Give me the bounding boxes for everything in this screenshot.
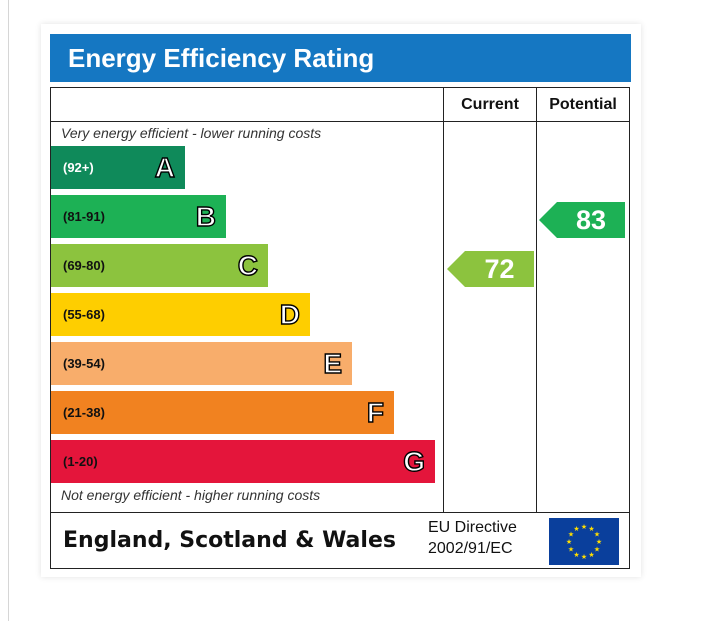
flag-star: ★ [573, 551, 579, 559]
chart-title: Energy Efficiency Rating [50, 34, 631, 82]
current-column-header: Current [461, 96, 519, 113]
band-d: (55-68) D [51, 293, 310, 336]
band-range-b: (81-91) [63, 209, 105, 224]
flag-star: ★ [581, 553, 587, 561]
potential-rating-value: 83 [575, 204, 607, 235]
eu-flag-icon: ★ ★ ★ ★ ★ ★ ★ ★ ★ ★ ★ ★ [549, 518, 619, 565]
band-range-e: (39-54) [63, 356, 105, 371]
flag-star: ★ [594, 531, 600, 539]
bottom-note: Not energy efficient - higher running co… [61, 487, 321, 503]
band-c: (69-80) C [51, 244, 268, 287]
band-letter-f: F [366, 396, 385, 428]
footer-divider [50, 512, 630, 513]
band-g: (1-20) G [51, 440, 435, 483]
header-row-divider [50, 121, 630, 122]
current-rating-value: 72 [484, 253, 515, 284]
band-letter-d: D [279, 298, 301, 330]
potential-column-divider [536, 87, 537, 513]
current-column-divider [443, 87, 444, 513]
band-range-d: (55-68) [63, 307, 105, 322]
band-range-a: (92+) [63, 160, 94, 175]
band-range-c: (69-80) [63, 258, 105, 273]
band-letter-e: E [323, 347, 343, 379]
current-arrow-shape [447, 250, 534, 287]
flag-star: ★ [566, 538, 572, 546]
region-label: England, Scotland & Wales [63, 528, 396, 553]
flag-star: ★ [581, 523, 587, 531]
directive-line-1: EU Directive [428, 519, 517, 536]
flag-star: ★ [588, 551, 594, 559]
directive-line-2: 2002/91/EC [428, 540, 513, 557]
band-range-g: (1-20) [63, 454, 98, 469]
current-rating-arrow: 72 [447, 250, 534, 287]
band-b: (81-91) B [51, 195, 226, 238]
band-letter-b: B [195, 200, 217, 232]
flag-star: ★ [596, 538, 602, 546]
eu-directive: EU Directive 2002/91/EC [428, 517, 544, 559]
band-letter-c: C [237, 249, 259, 281]
band-a: (92+) A [51, 146, 185, 189]
band-range-f: (21-38) [63, 405, 105, 420]
flag-star: ★ [573, 525, 579, 533]
band-letter-a: A [154, 151, 176, 183]
flag-star: ★ [568, 546, 574, 554]
band-letter-g: G [403, 445, 426, 477]
flag-star: ★ [594, 546, 600, 554]
flag-star: ★ [568, 531, 574, 539]
band-f: (21-38) F [51, 391, 394, 434]
chart-frame [50, 87, 630, 569]
potential-rating-arrow: 83 [539, 201, 625, 238]
potential-column-header: Potential [549, 96, 617, 113]
band-e: (39-54) E [51, 342, 352, 385]
flag-star: ★ [588, 525, 594, 533]
page-divider [8, 0, 9, 621]
potential-arrow-shape [539, 201, 625, 238]
top-note: Very energy efficient - lower running co… [61, 125, 322, 141]
